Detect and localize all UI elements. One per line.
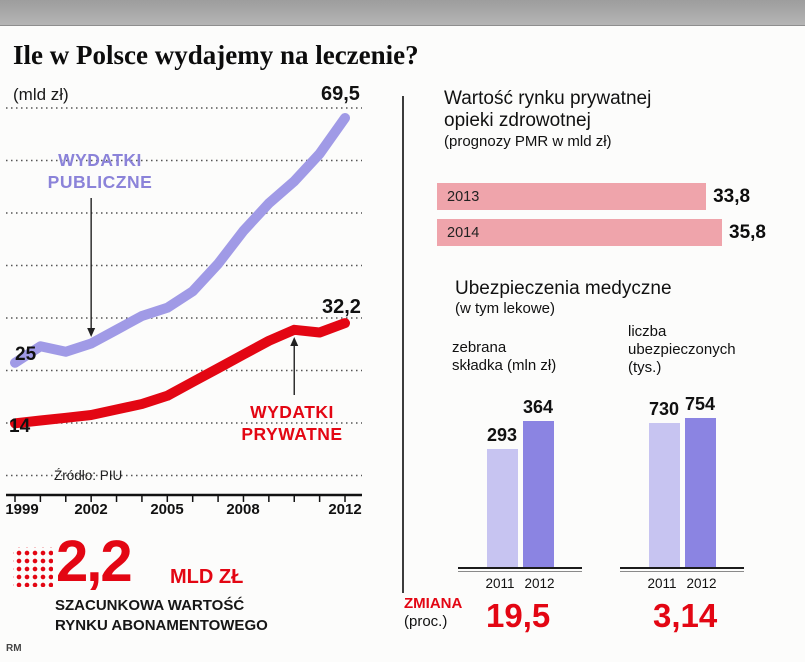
bar-2011 — [648, 422, 680, 567]
x-tick-2002: 2002 — [74, 501, 108, 518]
bar-col-2011: 293 — [486, 425, 518, 567]
bar-value: 364 — [522, 397, 554, 417]
skladka-column-label-line2: składka (mln zł) — [452, 357, 557, 374]
pmr-bar-2013: 2013 — [437, 183, 707, 210]
pmr-bar-year: 2014 — [447, 224, 480, 241]
x-tick-2005: 2005 — [150, 501, 184, 518]
page-title: Ile w Polsce wydajemy na leczenie? — [13, 40, 419, 70]
bar-2011 — [486, 449, 518, 567]
bar-col-2012: 364 — [522, 397, 554, 567]
pmr-bar-year: 2013 — [447, 188, 480, 205]
liczba-column-label-line3: (tys.) — [628, 359, 662, 376]
private-start-value: 14 — [9, 416, 31, 437]
pmr-bar-row-2014: 2014 35,8 — [437, 219, 766, 246]
private-end-value: 32,2 — [322, 296, 361, 318]
public-start-value: 25 — [15, 344, 37, 365]
abonament-desc-line2: RYNKU ABONAMENTOWEGO — [55, 617, 268, 634]
liczba-column-label-line2: ubezpieczonych — [628, 341, 736, 358]
skladka-column-label-line1: zebrana — [452, 339, 507, 356]
insurance-subtitle: (w tym lekowe) — [455, 300, 556, 317]
bar-2012 — [684, 418, 716, 567]
bar-2012 — [522, 421, 554, 567]
zmiana-label: ZMIANA — [404, 595, 463, 612]
bar-group: 730 754 — [620, 379, 744, 567]
abonament-desc-line1: SZACUNKOWA WARTOŚĆ — [55, 597, 245, 614]
zmiana-skladka-value: 19,5 — [486, 597, 551, 634]
bar-x-labels: 2011 2012 — [458, 576, 582, 591]
pmr-bar-value: 35,8 — [729, 221, 766, 243]
pmr-bar-value: 33,8 — [713, 185, 751, 207]
insurance-title: Ubezpieczenia medyczne — [455, 278, 672, 299]
credit: RM — [6, 643, 22, 654]
bar-year-label: 2012 — [686, 576, 717, 591]
axis-baseline — [620, 567, 744, 572]
series-label-private: WYDATKI PRYWATNE — [241, 402, 343, 444]
bar-value: 293 — [486, 425, 518, 446]
series-label-public: WYDATKI PUBLICZNE — [47, 150, 153, 192]
dot-grid-icon — [13, 547, 53, 587]
liczba-column-label-line1: liczba — [628, 323, 667, 340]
pmr-subtitle: (prognozy PMR w mld zł) — [444, 133, 612, 150]
x-tick-2008: 2008 — [226, 501, 260, 518]
bar-chart-liczba: 730 754 2011 2012 — [620, 379, 744, 591]
abonament-unit: MLD ZŁ — [170, 566, 244, 588]
pmr-bar-row-2013: 2013 33,8 — [437, 183, 750, 210]
bar-value: 754 — [684, 394, 716, 414]
bar-col-2011: 730 — [648, 398, 680, 567]
axis-baseline — [458, 567, 582, 572]
x-tick-1999: 1999 — [5, 501, 39, 518]
pmr-bar-2014: 2014 — [437, 219, 722, 246]
x-tick-2012: 2012 — [328, 501, 362, 518]
source-note: Źródło: PIU — [54, 468, 123, 483]
public-end-value: 69,5 — [321, 83, 360, 105]
pmr-title-line1: Wartość rynku prywatnej — [444, 88, 652, 109]
top-scan-bar — [0, 0, 805, 26]
bar-value: 730 — [648, 398, 680, 419]
bar-group: 293 364 — [458, 379, 582, 567]
bar-year-label: 2012 — [524, 576, 555, 591]
bar-year-label: 2011 — [485, 576, 515, 591]
bar-year-label: 2011 — [647, 576, 677, 591]
vertical-divider — [402, 96, 404, 593]
abonament-value: 2,2 — [56, 529, 133, 594]
bar-chart-skladka: 293 364 2011 2012 — [458, 379, 582, 591]
pmr-title-line2: opieki zdrowotnej — [444, 110, 591, 131]
bar-x-labels: 2011 2012 — [620, 576, 744, 591]
spending-line-chart — [6, 107, 362, 502]
bar-col-2012: 754 — [684, 394, 716, 567]
zmiana-liczba-value: 3,14 — [653, 597, 718, 634]
zmiana-sublabel: (proc.) — [404, 613, 448, 630]
y-axis-unit-label: (mld zł) — [13, 85, 69, 104]
